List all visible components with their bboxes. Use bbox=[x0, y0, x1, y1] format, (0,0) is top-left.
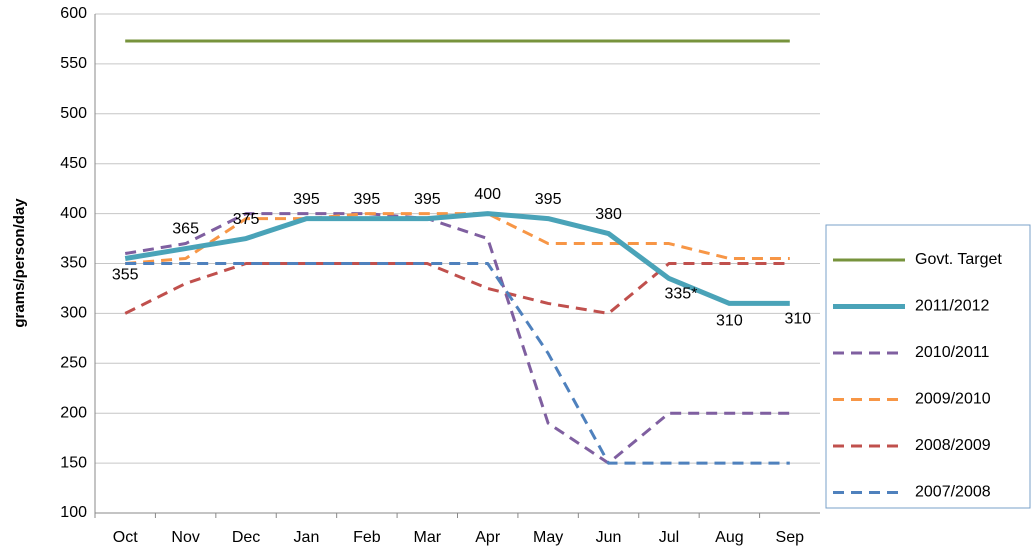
y-tick-label: 550 bbox=[60, 55, 87, 72]
y-tick-label: 250 bbox=[60, 355, 87, 372]
data-label: 395 bbox=[414, 191, 441, 208]
x-tick-label: Oct bbox=[113, 529, 138, 546]
x-tick-label: Aug bbox=[715, 529, 743, 546]
legend-label: 2011/2012 bbox=[915, 298, 990, 315]
x-tick-label: Sep bbox=[776, 529, 805, 546]
legend-label: 2009/2010 bbox=[915, 391, 991, 408]
series-line bbox=[124, 262, 790, 315]
y-tick-label: 200 bbox=[60, 404, 87, 421]
y-axis-label: grams/person/day bbox=[11, 198, 28, 328]
x-tick-label: Nov bbox=[171, 529, 199, 546]
series-line bbox=[125, 212, 790, 265]
data-label: 400 bbox=[474, 186, 501, 203]
data-label: 365 bbox=[172, 221, 199, 238]
data-label: 375 bbox=[233, 211, 260, 228]
x-tick-label: Jan bbox=[294, 529, 320, 546]
data-label: 310 bbox=[784, 311, 811, 328]
y-tick-label: 300 bbox=[60, 305, 87, 322]
y-tick-label: 100 bbox=[60, 504, 87, 521]
data-label: 355 bbox=[112, 267, 139, 284]
data-label: 395 bbox=[293, 191, 320, 208]
x-tick-label: Jul bbox=[659, 529, 679, 546]
legend-label: Govt. Target bbox=[915, 251, 1002, 268]
legend-label: 2010/2011 bbox=[915, 344, 990, 361]
data-label: 380 bbox=[595, 206, 622, 223]
series-line bbox=[124, 212, 790, 465]
x-tick-label: Jun bbox=[596, 529, 622, 546]
legend-box bbox=[825, 224, 1031, 509]
y-tick-label: 350 bbox=[60, 255, 87, 272]
y-tick-label: 400 bbox=[60, 205, 87, 222]
y-tick-label: 500 bbox=[60, 105, 87, 122]
y-tick-label: 150 bbox=[60, 454, 87, 471]
series-line bbox=[124, 211, 790, 306]
data-label: 310 bbox=[716, 313, 743, 330]
x-tick-label: Dec bbox=[232, 529, 260, 546]
data-label: 395 bbox=[535, 191, 562, 208]
y-tick-label: 600 bbox=[60, 5, 87, 22]
x-tick-label: May bbox=[533, 529, 563, 546]
data-label: 335* bbox=[664, 286, 697, 303]
x-tick-label: Mar bbox=[414, 529, 442, 546]
y-tick-label: 450 bbox=[60, 155, 87, 172]
series-line bbox=[125, 262, 790, 465]
x-tick-label: Apr bbox=[475, 529, 501, 546]
data-label: 395 bbox=[354, 191, 381, 208]
x-tick-label: Feb bbox=[353, 529, 381, 546]
legend-label: 2008/2009 bbox=[915, 437, 991, 454]
legend-label: 2007/2008 bbox=[915, 484, 991, 501]
